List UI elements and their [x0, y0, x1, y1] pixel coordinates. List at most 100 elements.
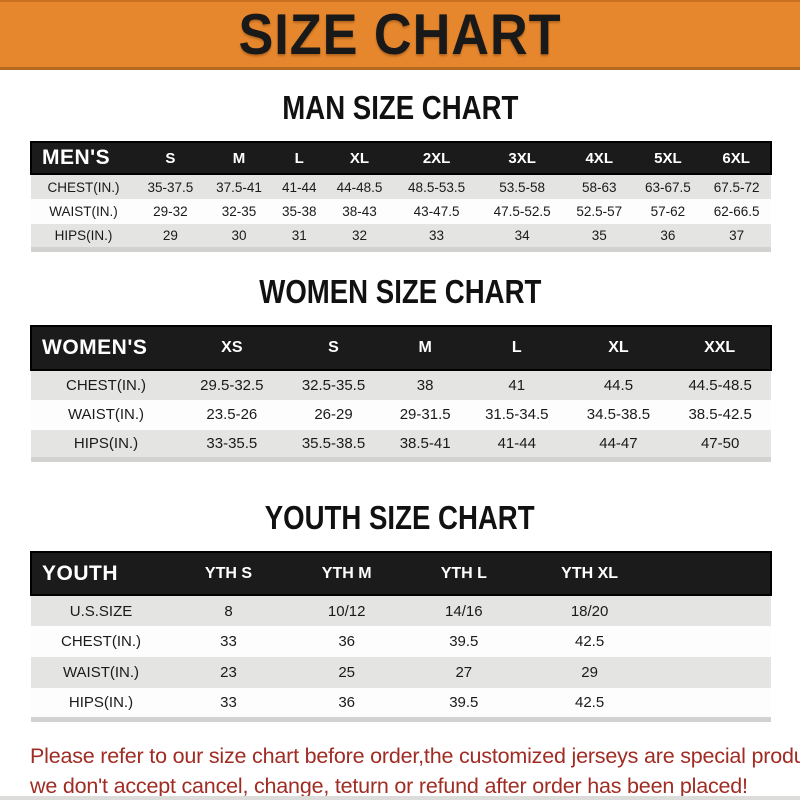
cell-value: 58-63	[564, 174, 634, 199]
cell-value: 62-66.5	[702, 199, 771, 224]
men-section-title: MAN SIZE CHART	[281, 90, 519, 127]
cell-value: 39.5	[407, 626, 521, 657]
cell-value: 14/16	[407, 595, 521, 626]
footer-note: Please refer to our size chart before or…	[30, 741, 800, 798]
cell-value: 33	[393, 224, 480, 249]
cell-value: 39.5	[407, 688, 521, 719]
column-header: 6XL	[722, 149, 750, 167]
cell-value: 18/20	[520, 595, 659, 626]
cell-value: 36	[633, 224, 703, 249]
cell-value: 27	[407, 657, 521, 688]
cell-value: 57-62	[633, 199, 703, 224]
cell-value: 33	[171, 626, 286, 657]
cell-value: 38.5-42.5	[669, 399, 771, 430]
row-label: U.S.SIZE	[31, 595, 171, 626]
youth-size-table: YOUTH YTH S YTH M YTH L YTH XL U.S.SIZE 8 10/12…	[30, 551, 772, 722]
row-label: CHEST(IN.)	[31, 369, 181, 400]
women-size-table: WOMEN'S XS S M L XL XXL CHEST(IN.) 29.5-32.5 32.5…	[30, 325, 772, 462]
cell-value: 32	[325, 224, 394, 249]
cell-value: 10/12	[285, 595, 408, 626]
cell-value: 36	[285, 688, 408, 719]
cell-value: 8	[171, 595, 286, 626]
column-header: M	[232, 149, 246, 167]
cell-value: 29	[520, 657, 659, 688]
banner: SIZE CHART	[0, 0, 800, 70]
footer-line-1: Please refer to our size chart before or…	[30, 743, 800, 768]
column-header: XS	[221, 338, 243, 356]
table-row: WAIST(IN.) 23.5-26 26-29 29-31.5 31.5-34.5 34…	[31, 399, 771, 430]
cell-value: 44-48.5	[325, 174, 394, 199]
cell-value: 44.5	[567, 369, 670, 400]
cell-value: 47.5-52.5	[479, 199, 565, 224]
cell-value: 36	[285, 626, 408, 657]
cell-value: 35-38	[273, 199, 326, 224]
cell-value: 23.5-26	[181, 399, 283, 430]
youth-size-table-wrap: YOUTH YTH S YTH M YTH L YTH XL U.S.SIZE 8 10/12…	[0, 551, 800, 722]
cell-value: 38.5-41	[384, 429, 466, 460]
spacer-cell	[659, 626, 771, 657]
row-label: CHEST(IN.)	[31, 626, 171, 657]
column-header: L	[511, 338, 522, 356]
footer-line-2: we don't accept cancel, change, teturn o…	[30, 773, 748, 798]
column-header: XL	[608, 338, 629, 356]
cell-value: 41-44	[273, 174, 326, 199]
column-header: 2XL	[422, 149, 451, 167]
cell-value: 31	[273, 224, 326, 249]
table-row: CHEST(IN.) 33 36 39.5 42.5	[31, 626, 771, 657]
page-title: SIZE CHART	[238, 1, 562, 67]
cell-value: 29-32	[136, 199, 205, 224]
column-header: 5XL	[654, 149, 682, 167]
column-header: S	[328, 338, 339, 356]
table-group-label: YOUTH	[42, 561, 118, 585]
women-section-title: WOMEN SIZE CHART	[258, 273, 542, 311]
row-label: HIPS(IN.)	[31, 429, 181, 460]
women-size-table-wrap: WOMEN'S XS S M L XL XXL CHEST(IN.) 29.5-32.5 32.5…	[0, 325, 800, 462]
table-group-label: MEN'S	[42, 146, 111, 169]
row-label: WAIST(IN.)	[31, 199, 136, 224]
cell-value: 32-35	[204, 199, 274, 224]
column-header: XXL	[704, 338, 736, 356]
table-group-label: WOMEN'S	[42, 335, 148, 359]
men-size-table-wrap: MEN'S S M L XL 2XL 3XL 4XL 5XL 6XL CHEST(IN.) 35-37…	[0, 141, 800, 252]
table-row: U.S.SIZE 8 10/12 14/16 18/20	[31, 595, 771, 626]
cell-value: 41-44	[465, 429, 568, 460]
table-row: CHEST(IN.) 35-37.5 37.5-41 41-44 44-48.5 48.5…	[31, 174, 771, 199]
youth-section-title: YOUTH SIZE CHART	[265, 500, 535, 537]
cell-value: 35-37.5	[136, 174, 205, 199]
column-header: M	[418, 338, 432, 356]
table-row: CHEST(IN.) 29.5-32.5 32.5-35.5 38 41 44.5 44.5…	[31, 369, 771, 400]
cell-value: 34	[479, 224, 565, 249]
cell-value: 52.5-57	[564, 199, 634, 224]
column-header: YTH XL	[561, 564, 619, 582]
cell-value: 38-43	[325, 199, 394, 224]
spacer-cell	[659, 552, 771, 595]
cell-value: 44.5-48.5	[669, 369, 771, 400]
cell-value: 43-47.5	[393, 199, 480, 224]
row-label: WAIST(IN.)	[31, 399, 181, 430]
cell-value: 47-50	[669, 429, 771, 460]
column-header: YTH L	[440, 564, 487, 582]
column-header: L	[294, 149, 304, 167]
cell-value: 34.5-38.5	[567, 399, 670, 430]
cell-value: 41	[465, 369, 568, 400]
cell-value: 37.5-41	[204, 174, 274, 199]
cell-value: 42.5	[520, 688, 659, 719]
spacer-cell	[659, 657, 771, 688]
row-label: HIPS(IN.)	[31, 224, 136, 249]
men-size-table: MEN'S S M L XL 2XL 3XL 4XL 5XL 6XL CHEST(IN.) 35-37…	[30, 141, 772, 252]
column-header: 3XL	[508, 149, 536, 167]
row-label: WAIST(IN.)	[31, 657, 171, 688]
cell-value: 25	[285, 657, 408, 688]
table-row: HIPS(IN.) 33 36 39.5 42.5	[31, 688, 771, 719]
spacer-cell	[659, 688, 771, 719]
column-header: YTH M	[321, 564, 372, 582]
row-label: CHEST(IN.)	[31, 174, 136, 199]
cell-value: 29.5-32.5	[181, 369, 283, 400]
cell-value: 53.5-58	[479, 174, 565, 199]
header-row: MEN'S S M L XL 2XL 3XL 4XL 5XL 6XL	[31, 142, 771, 174]
row-label: HIPS(IN.)	[31, 688, 171, 719]
table-row: HIPS(IN.) 29 30 31 32 33 34 35 36 37	[31, 224, 771, 249]
cell-value: 32.5-35.5	[282, 369, 385, 400]
cell-value: 31.5-34.5	[465, 399, 568, 430]
